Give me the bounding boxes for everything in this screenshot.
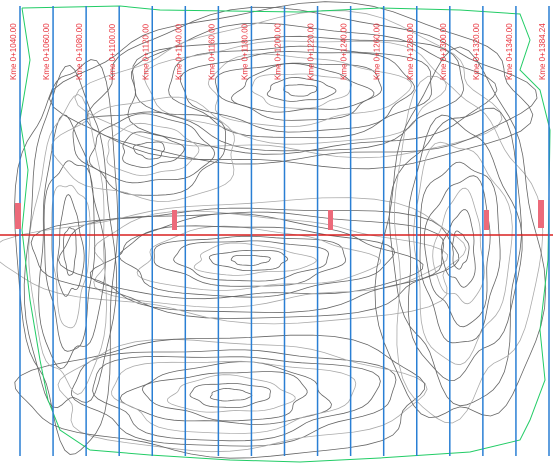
survey-map: Kme 0+1040.00 Kme 0+1060.00 Kme 0+1080.00 K… [0, 0, 553, 475]
contour [144, 41, 446, 144]
section-label: Kme 0+1320.00 [472, 23, 481, 80]
section-label: Kme 0+1280.00 [406, 23, 415, 80]
section-label: Kme 0+1140.00 [174, 23, 183, 80]
contour [39, 115, 106, 369]
marker [172, 210, 177, 230]
section-label: Kme 0+1220.00 [307, 23, 316, 80]
marker [328, 210, 333, 230]
contour [142, 372, 307, 421]
contour [433, 188, 485, 304]
contour [284, 85, 317, 96]
contour [44, 161, 95, 351]
contour [251, 74, 351, 108]
section-label: Kme 0+1060.00 [42, 23, 51, 80]
contour [442, 210, 476, 288]
contour [420, 162, 500, 343]
contour [375, 47, 546, 418]
contour [15, 335, 425, 458]
marker [484, 210, 489, 230]
contour [209, 251, 287, 271]
section-label: Kme 0+1200.00 [274, 23, 283, 80]
section-label: Kme 0+1340.00 [505, 23, 514, 80]
marker [15, 203, 21, 229]
contour [453, 231, 470, 269]
contour [52, 97, 235, 202]
contour [190, 383, 271, 407]
section-label: Kme 0+1300.00 [439, 23, 448, 80]
contour [167, 375, 295, 413]
contour [232, 64, 374, 113]
section-label: Kme 0+1080.00 [75, 23, 84, 80]
contour [210, 388, 252, 401]
contour [267, 77, 336, 101]
section-label: Kme 0+1120.00 [141, 23, 150, 80]
section-label: Kme 0+1240.00 [340, 23, 349, 80]
section-label: Kme 0+1260.00 [373, 23, 382, 80]
contour [93, 357, 381, 441]
section-label: Kme 0+1384.24 [538, 23, 547, 80]
marker [538, 200, 544, 228]
section-label: Kme 0+1040.00 [9, 23, 18, 80]
section-label: Kme 0+1160.00 [207, 23, 216, 80]
section-label: Kme 0+1100.00 [108, 23, 117, 80]
contour [15, 60, 118, 455]
contour [58, 339, 427, 451]
section-label: Kme 0+1180.00 [240, 23, 249, 80]
contour [414, 142, 513, 365]
